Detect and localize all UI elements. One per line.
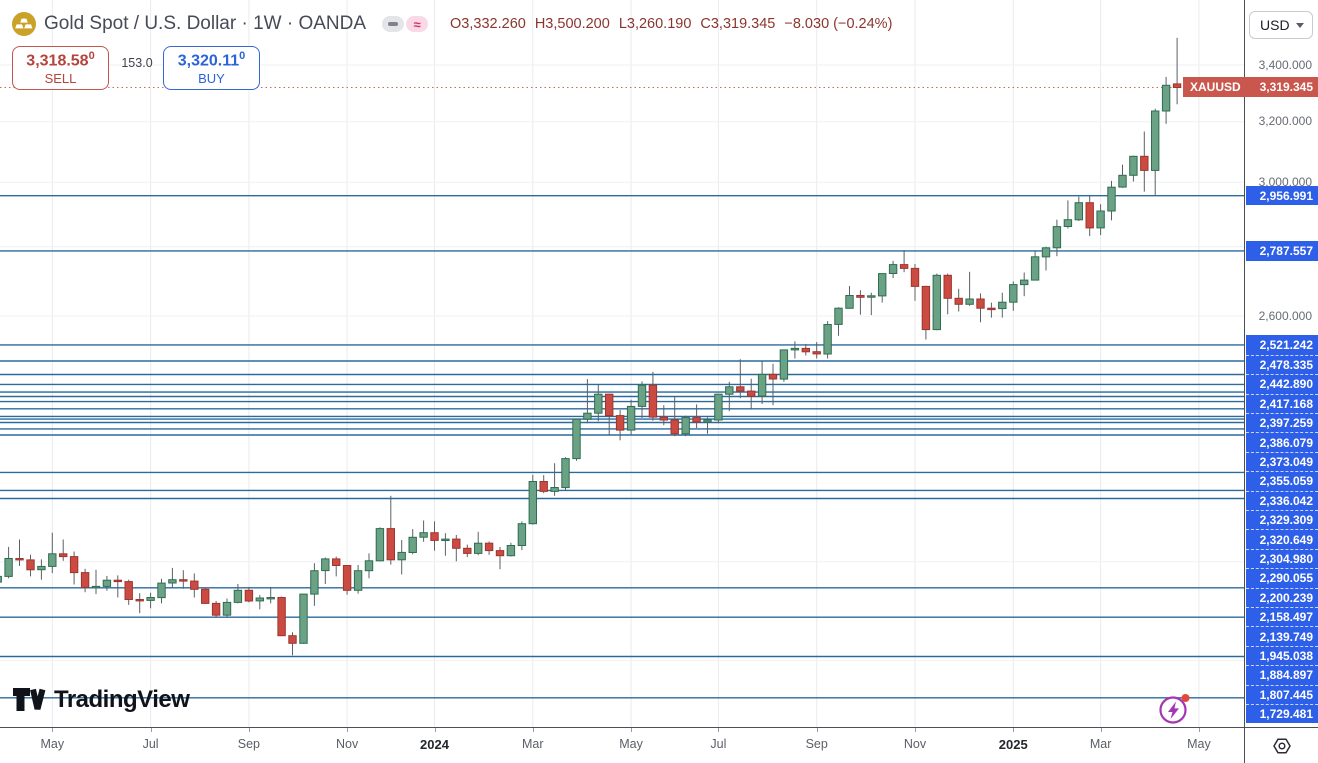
sell-price-fraction: 0 — [88, 50, 95, 63]
price-level-label[interactable]: 1,945.038 — [1246, 645, 1318, 666]
price-level-label[interactable]: 2,442.890 — [1246, 374, 1318, 394]
buy-price: 3,320.11 — [177, 52, 240, 70]
candlestick-chart[interactable] — [0, 0, 1244, 727]
trade-buttons: 3,318.580 SELL 3,320.110 BUY — [12, 46, 260, 90]
time-axis-label: Jul — [142, 737, 159, 751]
price-level-label[interactable]: 2,304.980 — [1246, 548, 1318, 569]
price-level-label[interactable]: 2,139.749 — [1246, 626, 1318, 646]
price-level-label[interactable]: 2,158.497 — [1246, 607, 1318, 627]
sell-button[interactable]: 3,318.580 SELL — [12, 46, 109, 90]
time-axis-label: Mar — [522, 737, 544, 751]
approx-toggle-icon[interactable]: ≈ — [406, 16, 429, 32]
buy-button[interactable]: 3,320.110 BUY — [163, 46, 260, 90]
lightning-status-icon[interactable] — [1156, 692, 1192, 731]
time-tick — [816, 728, 818, 732]
time-tick — [150, 728, 152, 732]
ohlc-open: O3,332.260 — [450, 16, 526, 32]
price-tick: 2,600.000 — [1258, 308, 1312, 323]
time-axis-label: Nov — [336, 737, 359, 751]
gold-symbol-icon — [12, 12, 36, 36]
price-axis[interactable]: USD 3,400.0003,200.0003,000.0002,800.000… — [1245, 0, 1318, 727]
ohlc-readout: O3,332.260 H3,500.200 L3,260.190 C3,319.… — [450, 16, 892, 32]
chart-legend: Gold Spot / U.S. Dollar · 1W · OANDA ≈ O… — [12, 12, 892, 36]
price-level-label[interactable]: 2,336.042 — [1246, 490, 1318, 510]
price-level-label[interactable]: 2,386.079 — [1246, 432, 1318, 452]
ohlc-high: H3,500.200 — [534, 16, 610, 32]
time-axis-label: May — [619, 737, 643, 751]
time-axis-label: 2025 — [998, 737, 1028, 752]
time-axis-label: Sep — [237, 737, 260, 751]
time-axis-label: May — [1187, 737, 1211, 751]
price-level-label[interactable]: 2,373.049 — [1246, 451, 1318, 472]
symbol-title[interactable]: Gold Spot / U.S. Dollar · 1W · OANDA — [44, 13, 367, 34]
price-level-label[interactable]: 2,478.335 — [1246, 354, 1318, 375]
price-level-label[interactable]: 2,355.059 — [1246, 471, 1318, 491]
time-tick — [914, 728, 916, 732]
time-tick — [347, 728, 349, 732]
time-tick — [631, 728, 633, 732]
price-level-label[interactable]: 1,884.897 — [1246, 665, 1318, 685]
spread-value: 153.0 — [121, 56, 153, 70]
price-level-label[interactable]: 2,320.649 — [1246, 529, 1318, 549]
support-resistance-lines[interactable] — [0, 194, 1244, 699]
price-tick: 3,200.000 — [1258, 114, 1312, 129]
time-tick — [1100, 728, 1102, 732]
tradingview-wordmark: TradingView — [54, 685, 190, 713]
time-tick — [718, 728, 720, 732]
ohlc-change: −8.030 (−0.24%) — [784, 16, 893, 32]
price-level-label[interactable]: 2,200.239 — [1246, 587, 1318, 607]
time-tick — [248, 728, 250, 732]
time-tick — [1198, 728, 1200, 732]
dash-toggle-icon[interactable] — [382, 16, 405, 32]
time-tick — [532, 728, 534, 732]
time-axis[interactable]: May Jul Sep Nov 2024 Mar May Jul Sep Nov 2025 Mar Ma… — [0, 728, 1244, 763]
price-tick: 3,000.000 — [1258, 174, 1312, 189]
price-level-label[interactable]: 2,329.309 — [1246, 510, 1318, 530]
price-level-label[interactable]: 2,417.168 — [1246, 393, 1318, 413]
sell-price: 3,318.58 — [26, 52, 89, 70]
last-price-label[interactable]: XAUUSD 3,319.345 — [1183, 77, 1318, 98]
time-axis-divider[interactable] — [0, 727, 1318, 728]
price-axis-divider[interactable] — [1244, 0, 1245, 763]
price-tick: 3,400.000 — [1258, 57, 1312, 72]
time-tick — [1013, 728, 1015, 732]
chevron-down-icon — [1296, 22, 1304, 28]
price-level-label[interactable]: 2,787.557 — [1246, 241, 1318, 261]
price-level-label[interactable]: 2,290.055 — [1246, 568, 1318, 588]
buy-label: BUY — [198, 70, 225, 86]
last-price-symbol: XAUUSD — [1190, 80, 1241, 95]
currency-value: USD — [1260, 17, 1290, 33]
price-level-label[interactable]: 2,521.242 — [1246, 335, 1318, 355]
candles[interactable] — [0, 37, 1182, 656]
time-axis-label: Sep — [805, 737, 828, 751]
time-axis-label: Mar — [1089, 737, 1112, 751]
gridlines — [0, 0, 1244, 727]
price-level-label[interactable]: 1,807.445 — [1246, 684, 1318, 704]
buy-price-fraction: 0 — [239, 50, 246, 63]
price-level-label[interactable]: 2,397.259 — [1246, 413, 1318, 433]
time-tick — [434, 728, 436, 732]
ohlc-close: C3,319.345 — [700, 16, 776, 32]
price-level-label[interactable]: 2,956.991 — [1246, 185, 1318, 206]
time-axis-label: Jul — [710, 737, 727, 751]
ohlc-low: L3,260.190 — [618, 16, 692, 32]
last-price-value: 3,319.345 — [1259, 80, 1313, 95]
currency-dropdown[interactable]: USD — [1249, 11, 1313, 39]
hexagon-settings-icon[interactable] — [1271, 735, 1293, 757]
tradingview-logo-icon — [12, 685, 46, 714]
time-tick — [52, 728, 54, 732]
time-axis-label: 2024 — [420, 737, 449, 752]
time-axis-label: Nov — [903, 737, 927, 751]
legend-toggle-pills: ≈ — [382, 16, 429, 32]
tradingview-logo[interactable]: TradingView — [12, 685, 190, 714]
sell-label: SELL — [44, 70, 77, 86]
price-level-label[interactable]: 1,729.481 — [1246, 704, 1318, 724]
time-axis-label: May — [40, 737, 65, 751]
axis-corner — [1245, 728, 1318, 763]
